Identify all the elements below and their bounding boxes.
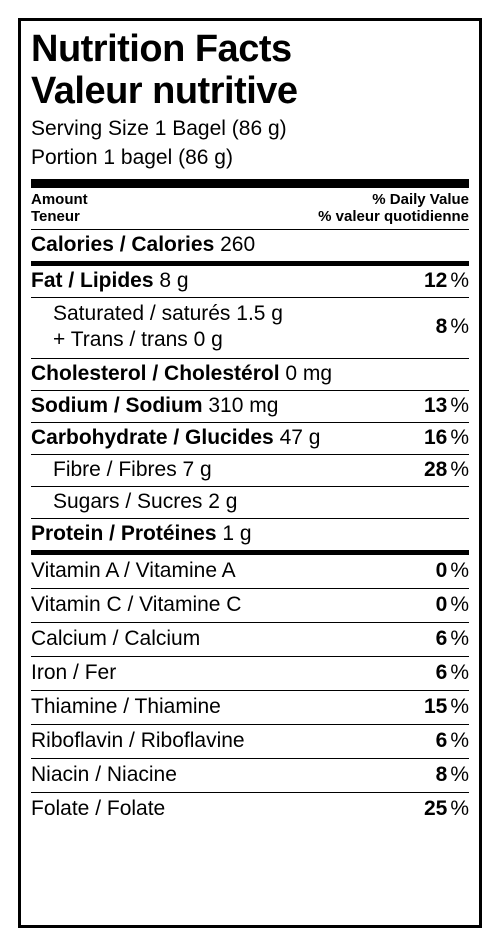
sodium-label: Sodium / Sodium bbox=[31, 394, 203, 417]
vitamin-dv: 6 bbox=[436, 661, 448, 684]
header-dv-en: % Daily Value bbox=[318, 191, 469, 208]
vitamin-label: Folate / Folate bbox=[31, 797, 165, 820]
nutrition-facts-panel: Nutrition Facts Valeur nutritive Serving… bbox=[18, 18, 482, 928]
calories-label: Calories / Calories bbox=[31, 233, 214, 256]
row-carbohydrate: Carbohydrate / Glucides 47 g 16% bbox=[31, 423, 469, 454]
sat-dv: 8 bbox=[436, 315, 448, 338]
vitamin-dv: 8 bbox=[436, 763, 448, 786]
row-vitamin: Folate / Folate25% bbox=[31, 793, 469, 826]
fat-value: 8 g bbox=[159, 269, 188, 292]
row-vitamin: Vitamin C / Vitamine C0% bbox=[31, 589, 469, 622]
vitamin-label: Riboflavin / Riboflavine bbox=[31, 729, 245, 752]
serving-fr: Portion 1 bagel (86 g) bbox=[31, 144, 469, 171]
row-vitamin: Vitamin A / Vitamine A0% bbox=[31, 555, 469, 588]
vitamin-dv: 0 bbox=[436, 559, 448, 582]
saturated-line: Saturated / saturés 1.5 g bbox=[53, 301, 283, 327]
fibre-value: 7 g bbox=[183, 458, 212, 481]
protein-value: 1 g bbox=[222, 522, 251, 545]
fibre-label: Fibre / Fibres bbox=[53, 458, 177, 481]
row-vitamin: Riboflavin / Riboflavine6% bbox=[31, 725, 469, 758]
serving-en: Serving Size 1 Bagel (86 g) bbox=[31, 115, 469, 142]
fat-label: Fat / Lipides bbox=[31, 269, 154, 292]
sodium-dv: 13 bbox=[424, 394, 447, 417]
sugars-value: 2 g bbox=[208, 490, 237, 513]
calories-value: 260 bbox=[220, 233, 255, 256]
title-fr: Valeur nutritive bbox=[31, 71, 469, 113]
vitamin-label: Iron / Fer bbox=[31, 661, 116, 684]
title-en: Nutrition Facts bbox=[31, 29, 469, 71]
header-dv-fr: % valeur quotidienne bbox=[318, 208, 469, 225]
vitamin-label: Calcium / Calcium bbox=[31, 627, 200, 650]
sugars-label: Sugars / Sucres bbox=[53, 490, 202, 513]
row-vitamin: Thiamine / Thiamine15% bbox=[31, 691, 469, 724]
header-amount-fr: Teneur bbox=[31, 208, 88, 225]
sodium-value: 310 mg bbox=[208, 394, 278, 417]
row-saturated-trans: Saturated / saturés 1.5 g + Trans / tran… bbox=[31, 298, 469, 358]
vitamin-label: Vitamin C / Vitamine C bbox=[31, 593, 241, 616]
carb-value: 47 g bbox=[280, 426, 321, 449]
row-cholesterol: Cholesterol / Cholestérol 0 mg bbox=[31, 359, 469, 390]
carb-label: Carbohydrate / Glucides bbox=[31, 426, 274, 449]
vitamin-dv: 6 bbox=[436, 729, 448, 752]
vitamin-label: Vitamin A / Vitamine A bbox=[31, 559, 236, 582]
vitamin-label: Thiamine / Thiamine bbox=[31, 695, 221, 718]
vitamin-dv: 0 bbox=[436, 593, 448, 616]
column-headers: Amount Teneur % Daily Value % valeur quo… bbox=[31, 188, 469, 229]
vitamins-section: Vitamin A / Vitamine A0%Vitamin C / Vita… bbox=[31, 555, 469, 826]
row-sodium: Sodium / Sodium 310 mg 13% bbox=[31, 391, 469, 422]
row-vitamin: Iron / Fer6% bbox=[31, 657, 469, 690]
row-vitamin: Niacin / Niacine8% bbox=[31, 759, 469, 792]
cholesterol-value: 0 mg bbox=[285, 362, 332, 385]
fat-dv: 12 bbox=[424, 269, 447, 292]
cholesterol-label: Cholesterol / Cholestérol bbox=[31, 362, 280, 385]
row-vitamin: Calcium / Calcium6% bbox=[31, 623, 469, 656]
vitamin-dv: 25 bbox=[424, 797, 447, 820]
row-sugars: Sugars / Sucres 2 g bbox=[31, 487, 469, 518]
row-fibre: Fibre / Fibres 7 g 28% bbox=[31, 455, 469, 486]
trans-line: + Trans / trans 0 g bbox=[53, 327, 283, 353]
rule-thick-1 bbox=[31, 179, 469, 188]
carb-dv: 16 bbox=[424, 426, 447, 449]
protein-label: Protein / Protéines bbox=[31, 522, 217, 545]
fibre-dv: 28 bbox=[424, 458, 447, 481]
vitamin-dv: 15 bbox=[424, 695, 447, 718]
row-fat: Fat / Lipides 8 g 12% bbox=[31, 266, 469, 297]
row-protein: Protein / Protéines 1 g bbox=[31, 519, 469, 550]
vitamin-label: Niacin / Niacine bbox=[31, 763, 177, 786]
vitamin-dv: 6 bbox=[436, 627, 448, 650]
row-calories: Calories / Calories 260 bbox=[31, 230, 469, 261]
header-amount-en: Amount bbox=[31, 191, 88, 208]
